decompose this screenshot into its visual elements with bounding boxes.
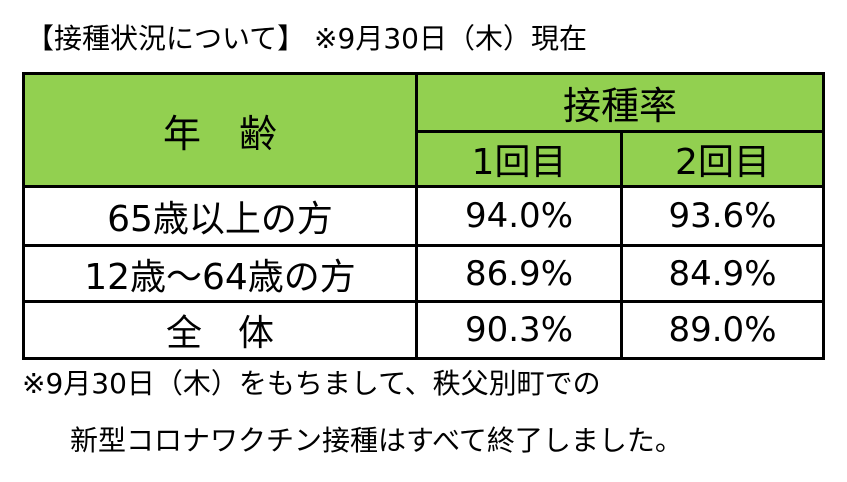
footer-line: ※9月30日（木）をもちまして、秩父別町での (22, 367, 601, 400)
rate-cell: 84.9% (620, 244, 825, 303)
row-label: 12歳～64歳の方 (22, 244, 418, 303)
rate-cell: 89.0% (620, 300, 825, 360)
dose-header: 1回目 (415, 130, 623, 188)
row-label: 全 体 (22, 300, 418, 360)
rate-cell: 86.9% (415, 244, 623, 303)
rate-cell: 93.6% (620, 185, 825, 247)
row-label: 65歳以上の方 (22, 185, 418, 247)
age-header: 年 齢 (22, 72, 418, 188)
rate-header: 接種率 (415, 72, 825, 133)
rate-cell: 90.3% (415, 300, 623, 360)
vaccination-table: 年 齢 接種率 1回目 2回目 65歳以上の方 94.0% 93.6% 12歳～… (22, 72, 825, 360)
footer-line: 新型コロナワクチン接種はすべて終了しました。 (70, 424, 683, 457)
dose-header: 2回目 (620, 130, 825, 188)
rate-cell: 94.0% (415, 185, 623, 247)
title: 【接種状況について】 ※9月30日（木）現在 (26, 22, 587, 55)
